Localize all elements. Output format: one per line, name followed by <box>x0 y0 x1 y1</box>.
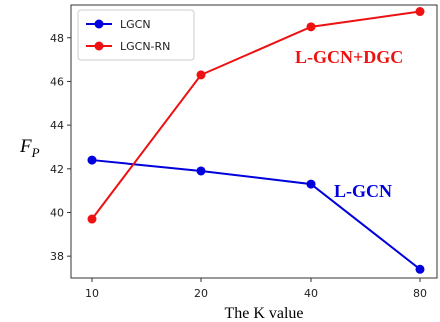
legend-label-lgcn-rn: LGCN-RN <box>120 40 170 53</box>
x-tick-label: 20 <box>194 287 208 300</box>
y-tick-label: 38 <box>50 250 64 263</box>
data-point-lgcn <box>196 166 206 176</box>
data-point-lgcn <box>415 264 425 274</box>
x-axis: 10 20 40 80 <box>85 278 427 300</box>
data-point-lgcn <box>306 179 316 189</box>
data-point-lgcn-rn <box>87 214 97 224</box>
series-group <box>87 7 425 274</box>
y-axis: 38 40 42 44 46 48 <box>50 32 71 263</box>
plot-area <box>70 4 438 279</box>
y-tick-label: 40 <box>50 206 64 219</box>
data-point-lgcn-rn <box>196 70 206 80</box>
legend: LGCN LGCN-RN <box>77 9 195 61</box>
x-tick-label: 80 <box>413 287 427 300</box>
legend-marker-lgcn-rn <box>94 41 104 51</box>
series-line-lgcn-rn <box>91 10 421 220</box>
x-tick-label: 40 <box>304 287 318 300</box>
y-axis-label: FP <box>19 136 40 160</box>
data-point-lgcn <box>87 155 97 165</box>
y-axis-label-subscript: P <box>31 145 40 160</box>
x-tick-label: 10 <box>85 287 99 300</box>
y-tick-label: 48 <box>50 32 64 45</box>
data-point-lgcn-rn <box>415 7 425 17</box>
legend-label-lgcn: LGCN <box>120 18 151 31</box>
y-tick-label: 44 <box>50 119 64 132</box>
legend-box <box>77 9 195 61</box>
y-tick-label: 46 <box>50 75 64 88</box>
y-axis-label-main: F <box>19 136 32 157</box>
annotation-lgcn-rn: L-GCN+DGC <box>295 47 403 67</box>
annotation-lgcn: L-GCN <box>334 181 392 201</box>
series-line-lgcn <box>91 159 421 271</box>
y-tick-label: 42 <box>50 163 64 176</box>
data-point-lgcn-rn <box>306 22 316 32</box>
x-axis-label: The K value <box>224 305 303 322</box>
legend-marker-lgcn <box>94 19 104 29</box>
